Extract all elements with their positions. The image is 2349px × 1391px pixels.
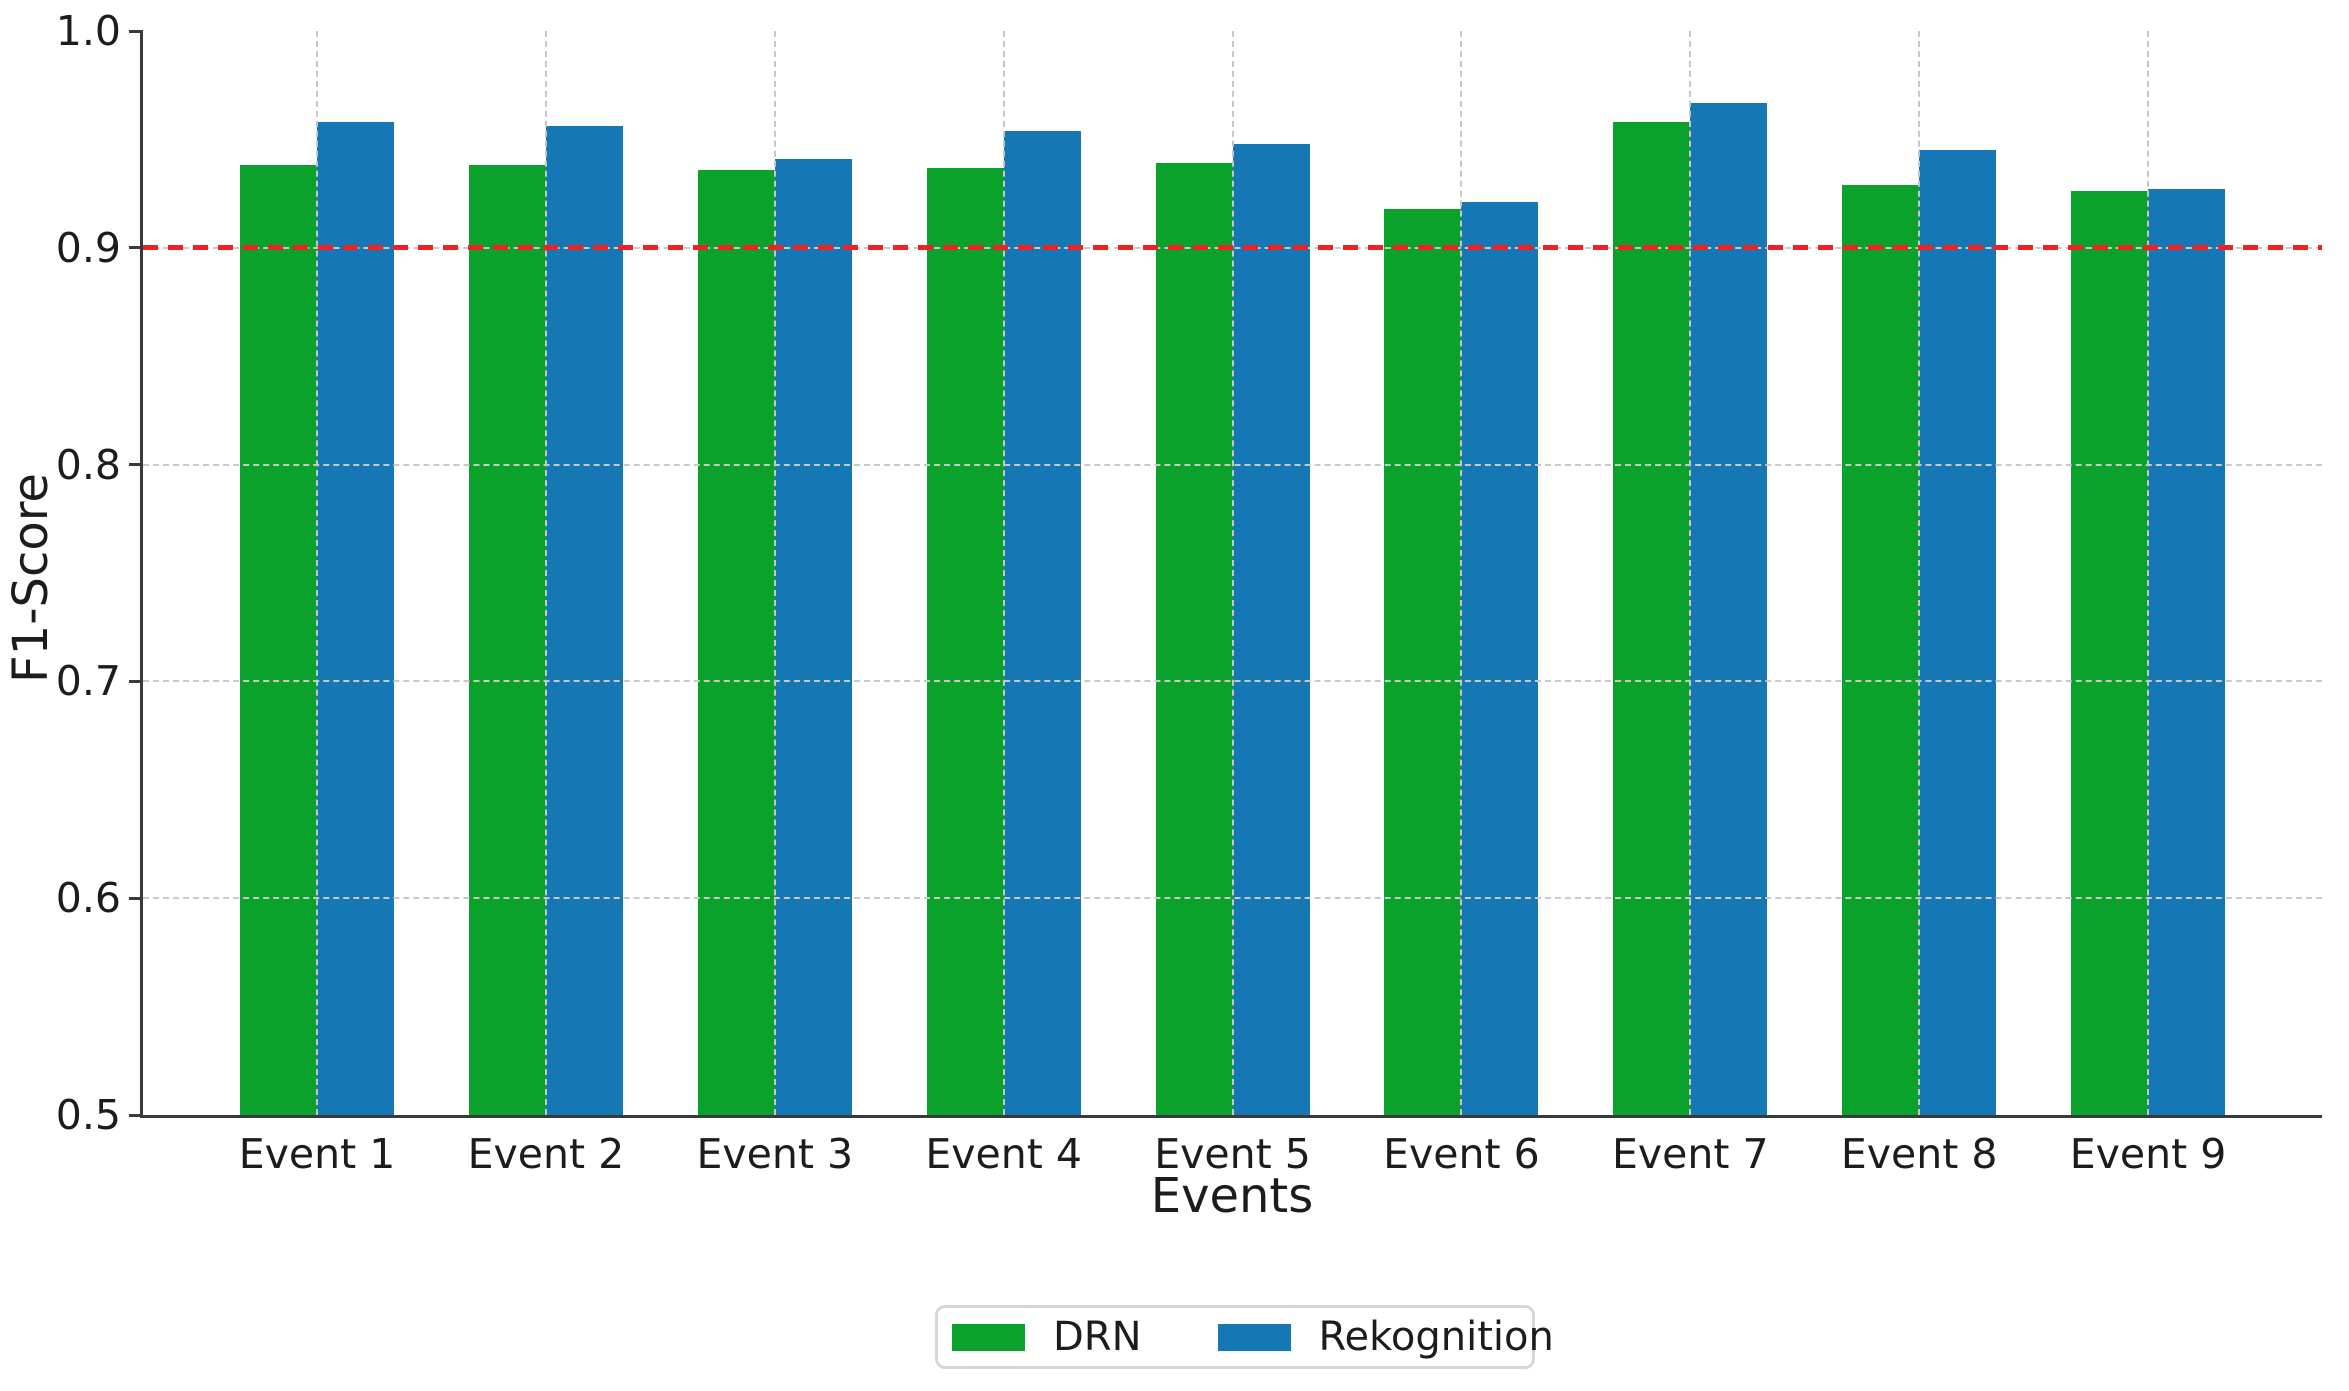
legend-label-rekognition: Rekognition [1318, 1314, 1554, 1360]
y-tick-label-0.6: 0.6 [55, 874, 121, 923]
y-axis-spine [140, 31, 143, 1118]
x-axis-title: Events [1150, 1168, 1314, 1224]
bar-drn-event-6 [1384, 208, 1462, 1115]
gridline-vertical-event-4 [1002, 31, 1005, 1115]
y-tick-label-0.8: 0.8 [55, 440, 121, 489]
plot-area: 0.5 0.6 0.7 0.8 0.9 1.0 Event 1 Event 2 Event 3 E… [56, 7, 2322, 1178]
gridline-vertical-event-6 [1460, 31, 1463, 1115]
y-tick-mark-0.7 [129, 679, 143, 683]
y-tick-mark-0.5 [129, 1113, 143, 1117]
bar-rekognition-event-6 [1461, 202, 1539, 1115]
y-tick-mark-1 [129, 29, 143, 33]
bar-rekognition-event-9 [2148, 189, 2225, 1115]
bar-drn-event-7 [1613, 122, 1691, 1115]
legend: DRN Rekognition [935, 1305, 1554, 1369]
gridline-vertical-event-8 [1918, 31, 1921, 1115]
bar-rekognition-event-2 [545, 126, 623, 1115]
bar-rekognition-event-4 [1003, 130, 1081, 1115]
gridline-vertical-event-2 [544, 31, 547, 1115]
bar-drn-event-9 [2071, 191, 2148, 1115]
gridline-vertical-event-5 [1231, 31, 1234, 1115]
x-axis-spine [140, 1115, 2322, 1118]
x-tick-label-event-8: Event 8 [1840, 1130, 1998, 1178]
x-tick-label-event-1: Event 1 [238, 1130, 396, 1178]
x-tick-label-event-2: Event 2 [467, 1130, 625, 1178]
bar-drn-event-3 [697, 169, 775, 1115]
y-tick-label-0.7: 0.7 [55, 657, 121, 706]
x-tick-label-event-7: Event 7 [1611, 1130, 1769, 1178]
x-tick-label-event-5: Event 5 [1154, 1130, 1311, 1178]
bar-drn-event-8 [1842, 184, 1920, 1115]
gridline-vertical-event-3 [773, 31, 776, 1115]
x-tick-label-event-4: Event 4 [925, 1130, 1082, 1178]
bar-rekognition-event-8 [1919, 150, 1997, 1115]
gridline-vertical-event-7 [1689, 31, 1692, 1115]
bar-rekognition-event-7 [1690, 102, 1768, 1115]
legend-swatch-drn [952, 1323, 1025, 1351]
legend-swatch-rekognition [1217, 1323, 1291, 1351]
x-tick-label-event-9: Event 9 [2069, 1130, 2227, 1178]
y-axis-title: F1-Score [3, 473, 59, 683]
y-tick-mark-0.8 [129, 463, 143, 467]
legend-item-rekognition: Rekognition [1217, 1314, 1554, 1360]
legend-label-drn: DRN [1053, 1314, 1142, 1360]
x-tick-label-event-3: Event 3 [696, 1130, 854, 1178]
threshold-line [143, 245, 2322, 251]
bar-rekognition-event-3 [774, 158, 852, 1115]
gridline-vertical-event-9 [2147, 31, 2149, 1115]
bar-rekognition-event-1 [317, 122, 394, 1115]
bar-rekognition-event-5 [1232, 143, 1310, 1115]
y-tick-mark-0.9 [129, 246, 143, 250]
bar-drn-event-2 [468, 165, 546, 1115]
y-tick-label-0.9: 0.9 [55, 223, 121, 272]
x-tick-label-event-6: Event 6 [1383, 1130, 1540, 1178]
bar-drn-event-1 [240, 165, 317, 1115]
bar-drn-event-4 [926, 167, 1004, 1115]
legend-item-drn: DRN [952, 1314, 1142, 1360]
bar-drn-event-5 [1155, 163, 1233, 1115]
y-tick-mark-0.6 [129, 896, 143, 900]
y-tick-label-1: 1.0 [55, 7, 121, 55]
y-tick-label-0.5: 0.5 [55, 1091, 121, 1139]
gridline-vertical-event-1 [316, 31, 318, 1115]
